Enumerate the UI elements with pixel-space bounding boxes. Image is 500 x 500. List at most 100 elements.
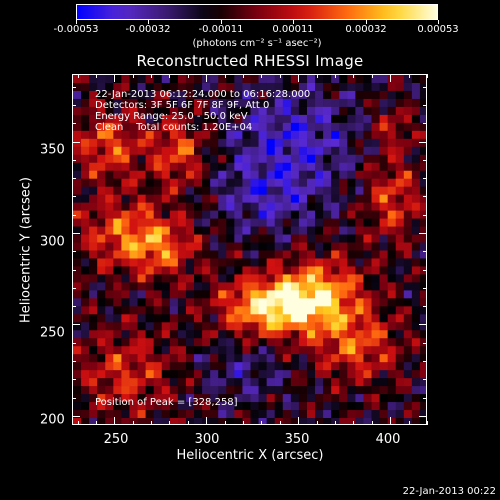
heatmap-cell (81, 402, 90, 411)
heatmap-cell (137, 378, 147, 387)
heatmap-cell (169, 210, 179, 220)
heatmap-cell (226, 218, 235, 228)
heatmap-cell (97, 394, 106, 403)
heatmap-cell (81, 338, 90, 347)
heatmap-cell (323, 290, 332, 299)
heatmap-cell (419, 362, 426, 371)
heatmap-cell (266, 146, 276, 156)
heatmap-cell (202, 314, 211, 323)
heatmap-cell (145, 234, 155, 244)
heatmap-cell (185, 338, 195, 347)
heatmap-cell (242, 282, 252, 291)
heatmap-cell (266, 122, 276, 132)
heatmap-cell (137, 322, 147, 331)
axis-tick (132, 74, 134, 78)
heatmap-cell (202, 322, 211, 331)
heatmap-cell (89, 338, 98, 347)
heatmap-cell (129, 410, 139, 419)
heatmap-cell (161, 346, 171, 355)
heatmap-cell (363, 106, 373, 116)
heatmap-cell (298, 386, 308, 395)
heatmap-cell (137, 210, 147, 220)
heatmap-cell (331, 330, 340, 339)
heatmap-cell (419, 75, 426, 84)
heatmap-cell (97, 122, 106, 132)
heatmap-cell (258, 114, 268, 124)
heatmap-cell (226, 162, 235, 172)
heatmap-cell (419, 370, 426, 379)
heatmap-cell (105, 394, 114, 403)
heatmap-cell (363, 234, 373, 244)
colorbar-tick (147, 20, 149, 24)
heatmap-cell (177, 210, 187, 220)
heatmap-cell (323, 378, 332, 387)
heatmap-cell (234, 314, 244, 323)
heatmap-cell (210, 75, 219, 84)
heatmap-cell (298, 250, 308, 260)
heatmap-cell (226, 130, 235, 140)
heatmap-cell (363, 90, 373, 100)
heatmap-cell (339, 122, 348, 132)
heatmap-cell (105, 274, 114, 284)
heatmap-cell (411, 170, 421, 180)
heatmap-cell (306, 354, 316, 363)
heatmap-cell (137, 226, 147, 236)
heatmap-cell (363, 282, 373, 291)
heatmap-cell (137, 250, 147, 260)
axis-tick (335, 74, 337, 78)
heatmap-cell (226, 378, 235, 387)
heatmap-cell (177, 282, 187, 291)
heatmap-cell (161, 378, 171, 387)
heatmap-cell (169, 386, 179, 395)
axis-tick (390, 417, 392, 425)
heatmap-cell (177, 98, 187, 108)
heatmap-cell (387, 186, 397, 196)
heatmap-cell (218, 306, 227, 315)
heatmap-cell (145, 394, 155, 403)
heatmap-cell (347, 162, 356, 172)
axis-tick (72, 196, 76, 198)
heatmap-cell (73, 258, 82, 268)
heatmap-cell (371, 410, 381, 419)
heatmap-cell (169, 298, 179, 307)
heatmap-cell (250, 162, 260, 172)
heatmap-cell (137, 354, 147, 363)
heatmap-cell (210, 162, 219, 172)
axis-tick (151, 74, 153, 78)
heatmap-cell (113, 362, 123, 371)
heatmap-cell (105, 282, 114, 291)
heatmap-cell (250, 130, 260, 140)
heatmap-cell (363, 306, 373, 315)
heatmap-cell (218, 250, 227, 260)
heatmap-cell (161, 90, 171, 100)
heatmap-cell (202, 226, 211, 236)
heatmap-cell (129, 258, 139, 268)
heatmap-cell (129, 266, 139, 276)
heatmap-cell (411, 130, 421, 140)
heatmap-cell (218, 330, 227, 339)
heatmap-cell (306, 162, 316, 172)
heatmap-cell (105, 378, 114, 387)
heatmap-cell (105, 338, 114, 347)
heatmap-cell (194, 146, 203, 156)
heatmap-cell (97, 330, 106, 339)
heatmap-cell (169, 266, 179, 276)
heatmap-cell (266, 274, 276, 284)
heatmap-cell (145, 154, 155, 164)
heatmap-cell (97, 75, 106, 84)
heatmap-cell (258, 170, 268, 180)
heatmap-cell (210, 410, 219, 419)
heatmap-cell (411, 75, 421, 84)
heatmap-cell (177, 338, 187, 347)
heatmap-cell (387, 338, 397, 347)
heatmap-cell (218, 314, 227, 323)
heatmap-cell (161, 306, 171, 315)
heatmap-cell (194, 322, 203, 331)
heatmap-cell (121, 202, 131, 212)
heatmap-cell (274, 402, 284, 411)
heatmap-cell (185, 194, 195, 204)
heatmap-cell (194, 138, 203, 148)
heatmap-cell (282, 75, 292, 84)
heatmap-cell (355, 386, 365, 395)
heatmap-cell (113, 106, 123, 116)
